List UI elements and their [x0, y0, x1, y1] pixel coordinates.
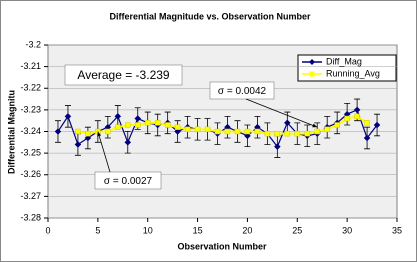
point: [363, 134, 371, 142]
point: [224, 128, 231, 135]
x-tick-label: 25: [292, 225, 302, 235]
point: [184, 126, 191, 133]
y-tick-label: -3.22: [20, 83, 41, 93]
point: [234, 128, 241, 135]
y-tick-label: -3.23: [20, 104, 41, 114]
y-tick-label: -3.28: [20, 212, 41, 222]
point: [124, 138, 132, 146]
arrow-head: [97, 131, 102, 137]
point: [353, 106, 361, 114]
point: [64, 113, 72, 120]
point: [75, 128, 81, 135]
point: [134, 122, 141, 128]
y-tick-label: -3.25: [20, 148, 41, 158]
point: [174, 124, 181, 130]
point: [354, 113, 360, 120]
point: [85, 130, 91, 137]
legend-label: Running_Avg: [326, 68, 380, 78]
point: [194, 126, 201, 133]
annotation: σ = 0.0027: [104, 176, 153, 187]
point: [174, 128, 181, 135]
point: [264, 130, 271, 137]
point: [214, 128, 221, 135]
y-tick-label: -3.2: [25, 39, 41, 49]
annotation-box: [209, 81, 275, 100]
x-tick-label: 35: [392, 225, 402, 235]
point: [373, 121, 381, 129]
y-tick-label: -3.26: [20, 169, 41, 179]
chart-title: Differential Magnitude vs. Observation N…: [109, 11, 311, 21]
point: [134, 115, 142, 122]
point: [244, 132, 251, 140]
arrow-head: [312, 123, 318, 128]
annotation-box: [64, 64, 183, 86]
point: [154, 120, 161, 126]
x-tick-label: 10: [143, 225, 153, 235]
annotation-box: [94, 171, 162, 190]
y-tick-label: -3.21: [20, 61, 41, 71]
point: [115, 124, 121, 130]
point: [74, 141, 82, 148]
y-axis-label: Differential Magnitu: [6, 90, 16, 174]
legend-marker: [309, 71, 315, 77]
point: [125, 122, 131, 128]
legend-label: Diff_Mag: [326, 56, 362, 66]
point: [144, 120, 151, 126]
point: [274, 130, 281, 137]
point: [284, 130, 291, 137]
point: [204, 126, 211, 133]
point: [254, 128, 261, 135]
point: [314, 128, 320, 135]
annotation-arrow: [245, 98, 318, 128]
legend-box: [297, 54, 397, 82]
point: [283, 119, 291, 127]
point: [105, 128, 111, 135]
point: [95, 128, 101, 135]
x-tick-label: 5: [95, 225, 100, 235]
y-tick-label: -3.27: [20, 191, 41, 201]
x-tick-label: 30: [342, 225, 352, 235]
x-tick-label: 20: [242, 225, 252, 235]
x-tick-label: 0: [45, 225, 50, 235]
point: [244, 128, 251, 135]
x-tick-label: 15: [193, 225, 203, 235]
point: [54, 128, 62, 135]
point: [334, 122, 340, 128]
annotation: σ = 0.0042: [218, 86, 267, 97]
annotation: Average = -3.239: [77, 68, 170, 82]
point: [344, 115, 350, 122]
point: [84, 134, 92, 142]
point: [114, 113, 122, 120]
x-axis-label: Observation Number: [177, 241, 267, 251]
point: [324, 126, 330, 133]
point: [364, 120, 370, 126]
point: [164, 122, 171, 128]
annotation-arrow: [97, 131, 111, 173]
legend-marker: [309, 59, 315, 65]
point: [294, 130, 301, 137]
point: [304, 130, 311, 137]
y-tick-label: -3.24: [20, 126, 41, 136]
point: [273, 143, 281, 150]
